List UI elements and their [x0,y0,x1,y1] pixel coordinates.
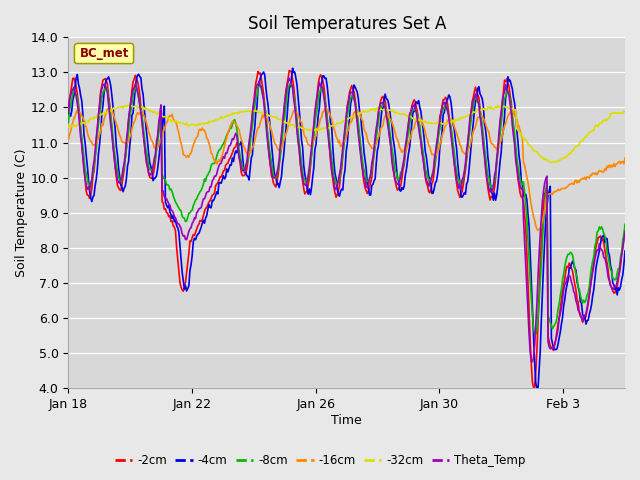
Y-axis label: Soil Temperature (C): Soil Temperature (C) [15,148,28,277]
Legend: BC_met: BC_met [74,43,133,63]
X-axis label: Time: Time [332,414,362,427]
Title: Soil Temperatures Set A: Soil Temperatures Set A [248,15,446,33]
Legend: -2cm, -4cm, -8cm, -16cm, -32cm, Theta_Temp: -2cm, -4cm, -8cm, -16cm, -32cm, Theta_Te… [110,449,530,472]
